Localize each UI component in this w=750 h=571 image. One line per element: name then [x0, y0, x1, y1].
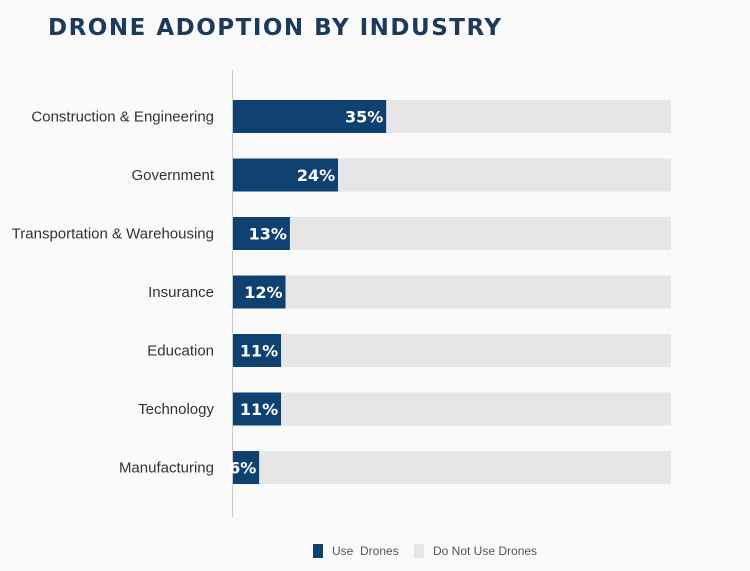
bar-use-drones	[233, 275, 286, 309]
category-label: Manufacturing	[119, 460, 214, 477]
bar-do-not-use-drones	[285, 275, 671, 309]
bar-do-not-use-drones	[281, 334, 671, 367]
legend-use-drones-label: Use Drones	[332, 544, 399, 558]
bar-use-drones	[233, 392, 282, 426]
bar-use-drones	[233, 100, 387, 133]
data-label: 6%	[229, 459, 256, 478]
category-label: Construction & Engineering	[31, 109, 214, 126]
category-label: Insurance	[148, 284, 214, 301]
bar-use-drones	[233, 334, 282, 367]
bar-do-not-use-drones	[338, 158, 671, 192]
data-label: 12%	[244, 283, 282, 302]
bar-use-drones	[233, 217, 290, 250]
chart-title: DRONE ADOPTION BY INDUSTRY	[48, 15, 503, 41]
bar-do-not-use-drones	[386, 100, 671, 133]
data-label: 13%	[249, 225, 287, 244]
category-label: Education	[147, 343, 214, 360]
category-label: Technology	[138, 401, 214, 418]
bar-do-not-use-drones	[289, 217, 671, 250]
legend-use-drones-swatch	[313, 544, 323, 558]
category-label: Government	[131, 167, 214, 184]
data-label: 11%	[240, 400, 278, 419]
data-label: 11%	[240, 342, 278, 361]
data-label: 24%	[297, 166, 335, 185]
bar-use-drones	[233, 451, 260, 484]
category-label: Transportation & Warehousing	[12, 226, 214, 243]
legend-do-not-use-drones-swatch	[414, 544, 424, 558]
bar-do-not-use-drones	[281, 392, 671, 426]
data-label: 35%	[345, 108, 383, 127]
bar-do-not-use-drones	[259, 451, 671, 484]
bar-use-drones	[233, 158, 339, 192]
legend-do-not-use-drones-label: Do Not Use Drones	[433, 544, 537, 558]
